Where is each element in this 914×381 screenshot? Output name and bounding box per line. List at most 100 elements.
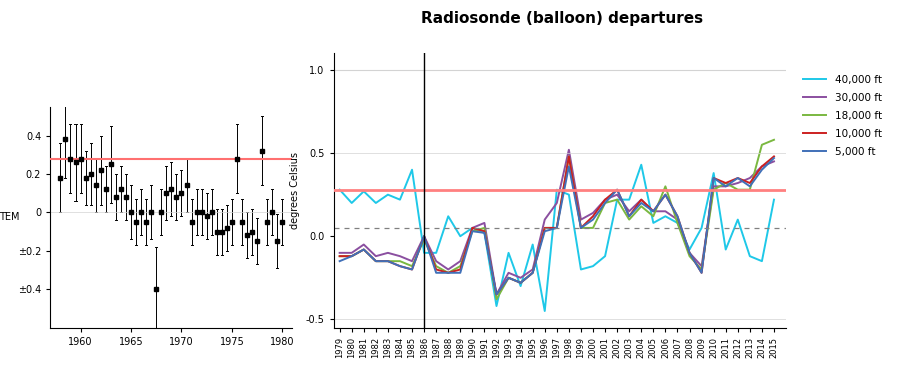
- 30,000 ft: [407, 259, 418, 263]
- 10,000 ft: [623, 214, 634, 219]
- 40,000 ft: [442, 214, 453, 219]
- 30,000 ft: [346, 251, 357, 255]
- 5,000 ft: [503, 275, 514, 280]
- 10,000 ft: [744, 181, 755, 185]
- 30,000 ft: [539, 217, 550, 222]
- 18,000 ft: [442, 271, 453, 275]
- 18,000 ft: [611, 197, 622, 202]
- 5,000 ft: [455, 271, 466, 275]
- 5,000 ft: [515, 280, 526, 285]
- 10,000 ft: [442, 271, 453, 275]
- 5,000 ft: [636, 201, 647, 205]
- 30,000 ft: [696, 264, 707, 269]
- 18,000 ft: [757, 142, 768, 147]
- 10,000 ft: [479, 229, 490, 234]
- 18,000 ft: [551, 226, 562, 230]
- 30,000 ft: [732, 181, 743, 185]
- 10,000 ft: [732, 176, 743, 180]
- 5,000 ft: [479, 231, 490, 235]
- 30,000 ft: [757, 164, 768, 169]
- 10,000 ft: [708, 176, 719, 180]
- 18,000 ft: [358, 247, 369, 252]
- 18,000 ft: [672, 221, 683, 225]
- 10,000 ft: [527, 271, 538, 275]
- 30,000 ft: [588, 211, 599, 215]
- 10,000 ft: [395, 264, 406, 269]
- 5,000 ft: [335, 259, 345, 263]
- 10,000 ft: [611, 187, 622, 192]
- 5,000 ft: [611, 187, 622, 192]
- 30,000 ft: [503, 271, 514, 275]
- 30,000 ft: [335, 251, 345, 255]
- 40,000 ft: [370, 201, 381, 205]
- 10,000 ft: [684, 251, 695, 255]
- 5,000 ft: [769, 156, 780, 160]
- 5,000 ft: [696, 271, 707, 275]
- 30,000 ft: [370, 254, 381, 258]
- 30,000 ft: [442, 267, 453, 272]
- 10,000 ft: [346, 254, 357, 258]
- 18,000 ft: [732, 187, 743, 192]
- 40,000 ft: [335, 187, 345, 192]
- 30,000 ft: [455, 259, 466, 263]
- 30,000 ft: [491, 292, 502, 297]
- 40,000 ft: [551, 187, 562, 192]
- 10,000 ft: [720, 181, 731, 185]
- 5,000 ft: [720, 184, 731, 189]
- Line: 30,000 ft: 30,000 ft: [340, 150, 774, 295]
- 40,000 ft: [479, 231, 490, 235]
- 10,000 ft: [576, 226, 587, 230]
- 5,000 ft: [370, 259, 381, 263]
- Y-axis label: degrees Celsius: degrees Celsius: [290, 152, 300, 229]
- 40,000 ft: [744, 254, 755, 258]
- 30,000 ft: [395, 254, 406, 258]
- 30,000 ft: [467, 226, 478, 230]
- 5,000 ft: [672, 214, 683, 219]
- 18,000 ft: [696, 267, 707, 272]
- 10,000 ft: [491, 292, 502, 297]
- 5,000 ft: [576, 226, 587, 230]
- 40,000 ft: [576, 267, 587, 272]
- 10,000 ft: [769, 154, 780, 159]
- 30,000 ft: [358, 242, 369, 247]
- 40,000 ft: [720, 247, 731, 252]
- 10,000 ft: [757, 164, 768, 169]
- 40,000 ft: [732, 217, 743, 222]
- 18,000 ft: [648, 214, 659, 219]
- 5,000 ft: [684, 251, 695, 255]
- 30,000 ft: [672, 217, 683, 222]
- 40,000 ft: [588, 264, 599, 269]
- 40,000 ft: [455, 234, 466, 239]
- 40,000 ft: [346, 201, 357, 205]
- 5,000 ft: [419, 234, 430, 239]
- Line: 5,000 ft: 5,000 ft: [340, 158, 774, 295]
- 30,000 ft: [419, 234, 430, 239]
- 30,000 ft: [648, 209, 659, 214]
- 10,000 ft: [563, 154, 574, 159]
- 18,000 ft: [708, 187, 719, 192]
- 10,000 ft: [430, 267, 441, 272]
- 30,000 ft: [527, 267, 538, 272]
- 18,000 ft: [623, 217, 634, 222]
- 10,000 ft: [672, 214, 683, 219]
- 10,000 ft: [696, 271, 707, 275]
- 5,000 ft: [442, 271, 453, 275]
- 5,000 ft: [732, 176, 743, 180]
- 5,000 ft: [382, 259, 393, 263]
- 10,000 ft: [407, 267, 418, 272]
- 30,000 ft: [720, 184, 731, 189]
- 18,000 ft: [769, 138, 780, 142]
- 18,000 ft: [382, 259, 393, 263]
- 30,000 ft: [708, 184, 719, 189]
- 10,000 ft: [503, 275, 514, 280]
- 18,000 ft: [467, 229, 478, 234]
- 18,000 ft: [419, 237, 430, 242]
- 5,000 ft: [430, 271, 441, 275]
- 5,000 ft: [467, 229, 478, 234]
- 10,000 ft: [358, 247, 369, 252]
- Text: Radiosonde (balloon) departures: Radiosonde (balloon) departures: [421, 11, 703, 26]
- 40,000 ft: [660, 214, 671, 219]
- 18,000 ft: [430, 264, 441, 269]
- 5,000 ft: [600, 201, 611, 205]
- 30,000 ft: [479, 221, 490, 225]
